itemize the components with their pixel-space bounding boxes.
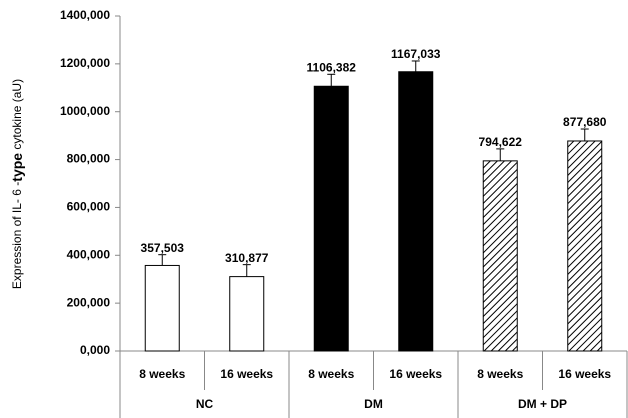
- y-tick-label: 200,000: [67, 295, 111, 309]
- y-tick-label: 1000,000: [60, 104, 110, 118]
- x-tick-label: 16 weeks: [558, 367, 611, 381]
- y-label-part: cytokine (aU): [10, 79, 24, 153]
- data-label: 877,680: [563, 115, 607, 129]
- data-label: 357,503: [141, 241, 185, 255]
- x-tick-label: 8 weeks: [308, 367, 354, 381]
- bar: [229, 276, 265, 352]
- bar: [567, 140, 603, 352]
- y-axis-label: Expression of IL- 6 -type cytokine (aU): [9, 79, 25, 289]
- bar: [144, 264, 180, 352]
- bar: [482, 160, 518, 352]
- data-label: 310,877: [225, 251, 269, 265]
- y-label-part: type: [9, 153, 25, 182]
- y-tick-label: 1400,000: [60, 8, 110, 22]
- x-tick-label: 16 weeks: [220, 367, 273, 381]
- data-label: 1167,033: [391, 47, 441, 61]
- y-tick-label: 0,000: [80, 343, 110, 357]
- x-tick-label: 8 weeks: [139, 367, 185, 381]
- data-label: 794,622: [479, 135, 523, 149]
- group-label: NC: [196, 397, 214, 411]
- bar: [313, 85, 349, 352]
- y-tick-label: 600,000: [67, 200, 111, 214]
- x-tick-label: 8 weeks: [477, 367, 523, 381]
- group-label: DM: [364, 397, 383, 411]
- data-label: 1106,382: [307, 60, 357, 74]
- bar: [398, 71, 434, 352]
- y-label-part: Expression of IL- 6 -: [10, 182, 24, 289]
- y-tick-label: 400,000: [67, 247, 111, 261]
- group-label: DM + DP: [518, 397, 567, 411]
- x-tick-label: 16 weeks: [389, 367, 442, 381]
- y-tick-label: 800,000: [67, 152, 111, 166]
- y-tick-label: 1200,000: [60, 56, 110, 70]
